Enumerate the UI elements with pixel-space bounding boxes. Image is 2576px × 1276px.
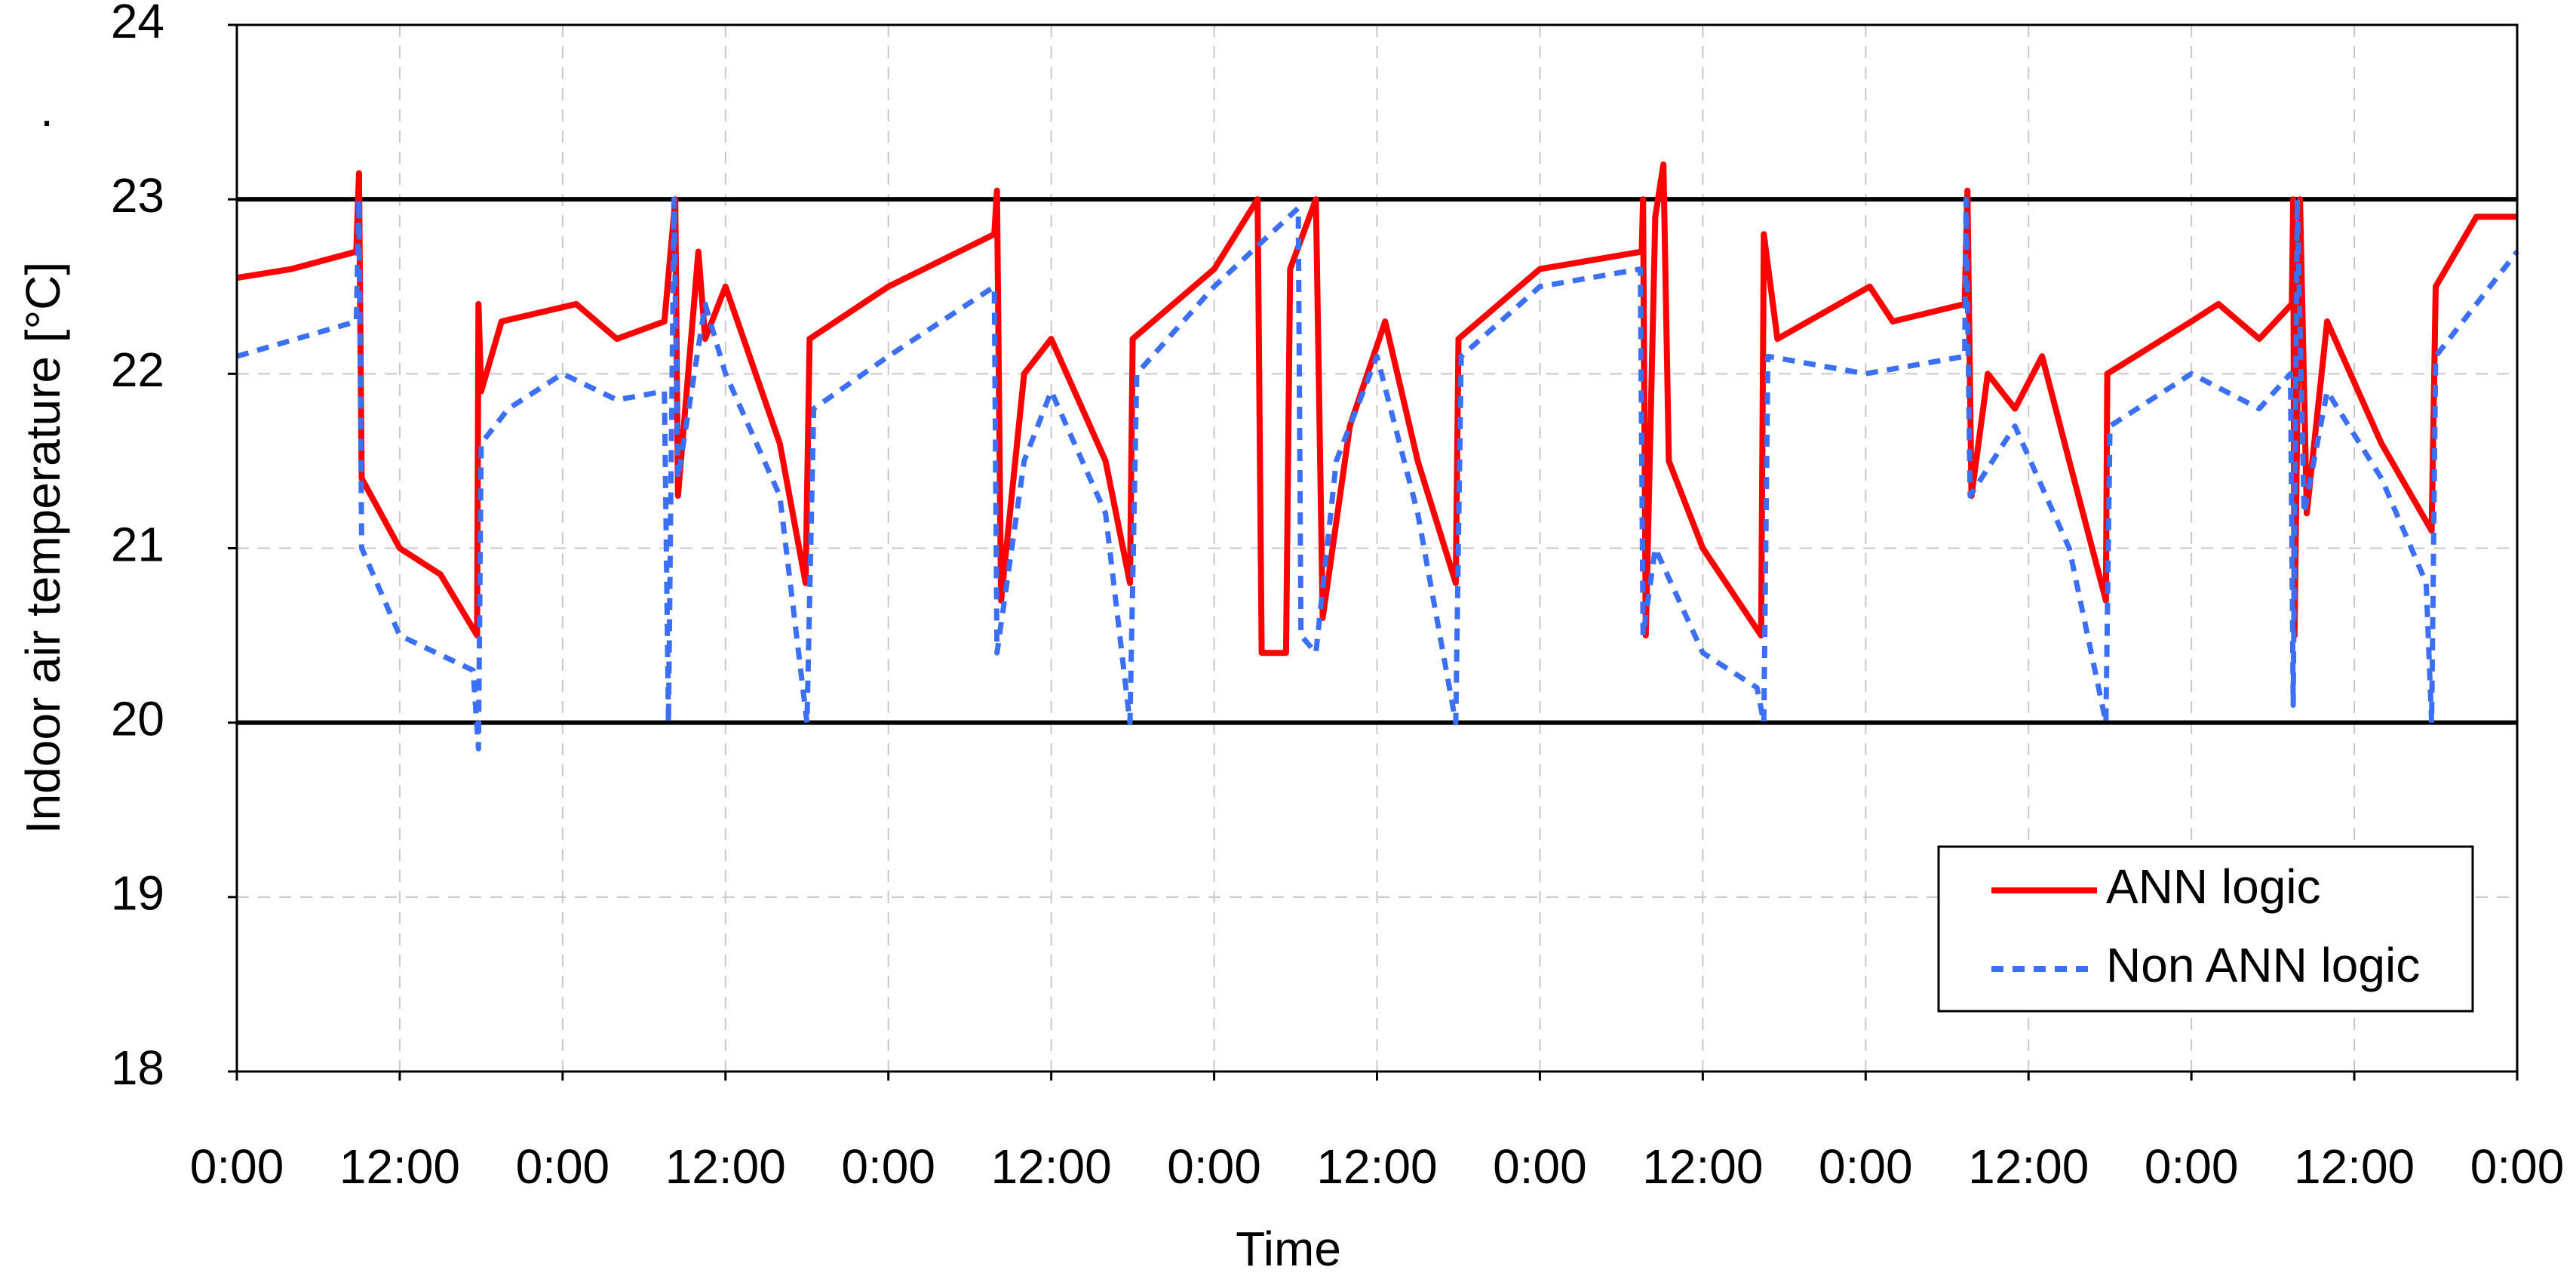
data-line [236,161,2517,656]
data-line [236,196,2519,752]
x-tick-label: 0:00 [1167,1139,1261,1194]
x-axis-title: Time [1236,1222,1341,1276]
x-tick-label: 12:00 [1316,1139,1437,1194]
y-tick-label: 24 [111,0,164,48]
x-tick-label: 12:00 [1968,1139,2089,1194]
x-tick-label: 12:00 [2294,1139,2415,1194]
x-tick-label: 0:00 [2470,1139,2565,1194]
x-tick-label: 12:00 [1642,1139,1763,1194]
y-tick-label: 20 [111,692,164,746]
y-tick-label: 21 [111,517,164,571]
y-tick-label: 19 [111,866,164,921]
x-tick-label: 0:00 [516,1139,610,1194]
x-tick-label: 12:00 [991,1139,1112,1194]
legend-box [1937,845,2474,1013]
x-tick-label: 12:00 [665,1139,786,1194]
y-tick-label: 23 [111,168,164,223]
annotation: . [40,82,54,137]
x-tick-label: 0:00 [2145,1139,2239,1194]
legend-label: ANN logic [2106,859,2321,914]
y-tick-label: 22 [111,343,164,397]
y-tick-label: 18 [111,1041,164,1095]
legend-label: Non ANN logic [2106,938,2420,992]
x-tick-label: 0:00 [1493,1139,1587,1194]
x-tick-label: 12:00 [339,1139,460,1194]
y-axis-title: Indoor air temperature [°C] [16,262,70,834]
x-tick-label: 0:00 [841,1139,935,1194]
x-tick-label: 0:00 [190,1139,284,1194]
plot-border [235,23,2519,1073]
x-tick-label: 0:00 [1819,1139,1913,1194]
